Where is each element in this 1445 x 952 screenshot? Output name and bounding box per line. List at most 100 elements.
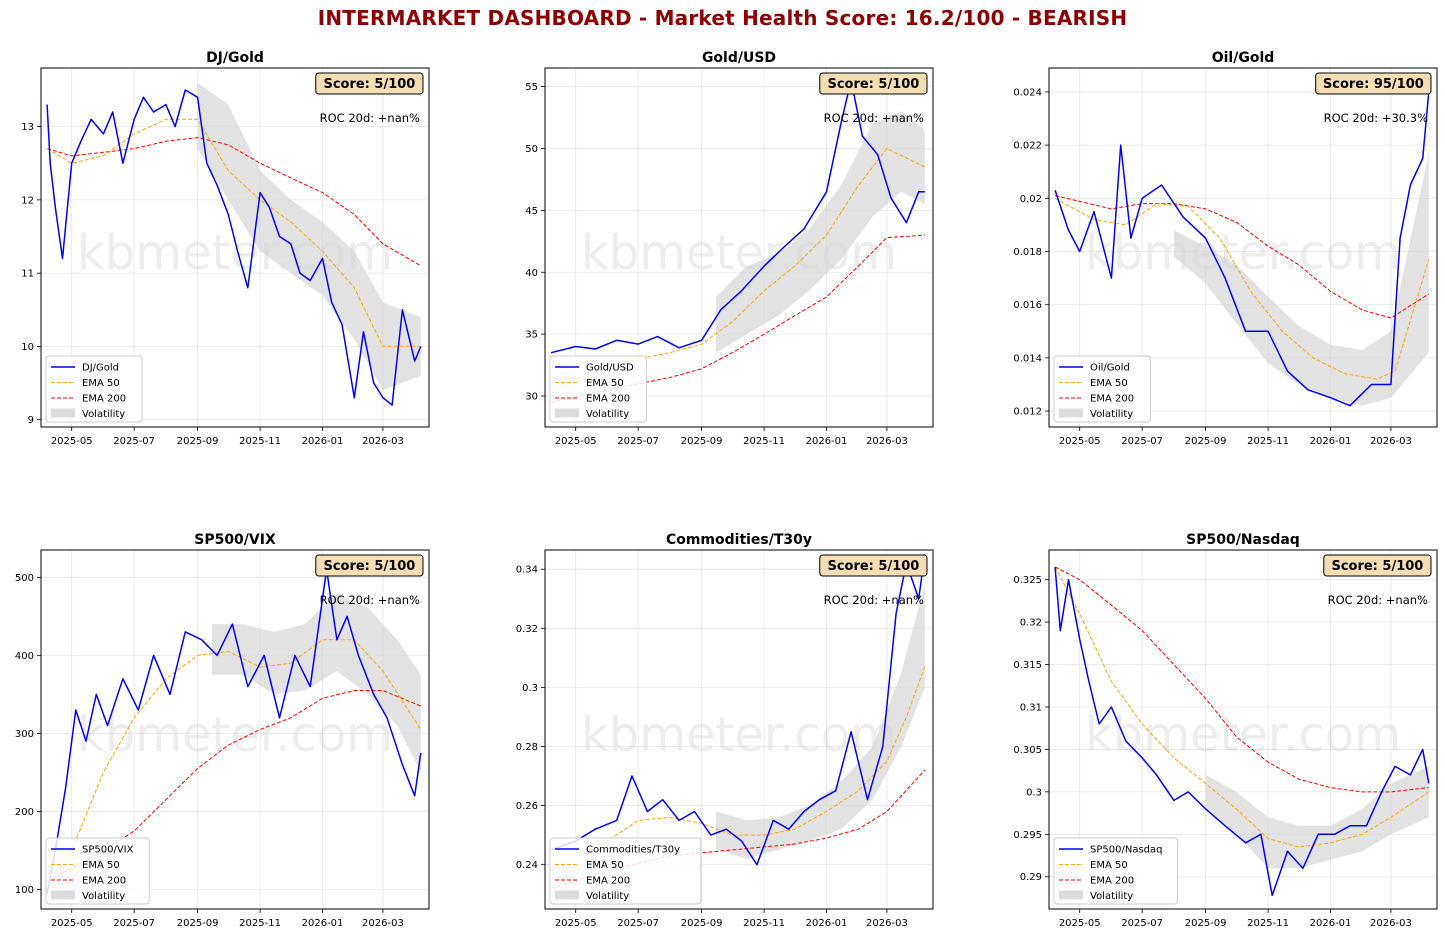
legend-label: EMA 50 bbox=[82, 860, 120, 871]
score-text: Score: 5/100 bbox=[1331, 559, 1423, 574]
legend-label: EMA 50 bbox=[586, 378, 624, 389]
legend-box bbox=[1053, 837, 1179, 905]
plot-area bbox=[550, 79, 926, 403]
x-tick-label: 2025-11 bbox=[1247, 436, 1289, 447]
legend: Commodities/T30y EMA 50 EMA 200 Volatility bbox=[549, 837, 702, 905]
y-tick-label: 9 bbox=[28, 415, 34, 426]
chart-title: SP500/Nasdaq bbox=[1186, 532, 1300, 548]
ema200-line bbox=[550, 234, 925, 403]
y-tick-label: 30 bbox=[525, 392, 538, 403]
score-badge: Score: 5/100 bbox=[315, 554, 424, 577]
volatility-band bbox=[716, 111, 925, 353]
y-tick-label: 12 bbox=[21, 195, 34, 206]
x-tick-label: 2026-03 bbox=[362, 436, 404, 447]
score-badge: Score: 5/100 bbox=[819, 72, 928, 95]
x-tick-label: 2025-07 bbox=[1121, 918, 1163, 929]
y-tick-label: 55 bbox=[525, 82, 538, 93]
y-tick-label: 0.24 bbox=[516, 860, 538, 871]
y-tick-label: 10 bbox=[21, 342, 34, 353]
legend-label: EMA 50 bbox=[586, 860, 624, 871]
score-text: Score: 5/100 bbox=[323, 559, 415, 574]
score-box bbox=[315, 72, 424, 95]
x-tick-label: 2025-09 bbox=[177, 918, 219, 929]
x-tick-label: 2025-07 bbox=[113, 436, 155, 447]
x-tick-label: 2026-03 bbox=[1370, 918, 1412, 929]
x-tick-label: 2025-09 bbox=[1185, 436, 1227, 447]
legend: SP500/Nasdaq EMA 50 EMA 200 Volatility bbox=[1053, 837, 1179, 905]
x-tick-label: 2026-03 bbox=[866, 918, 908, 929]
y-tick-label: 0.32 bbox=[1020, 618, 1042, 629]
plot-area bbox=[46, 82, 422, 406]
x-tick-label: 2025-11 bbox=[743, 918, 785, 929]
ema200-line bbox=[46, 690, 421, 883]
y-tick-label: 0.28 bbox=[516, 742, 538, 753]
price-line bbox=[550, 79, 925, 354]
roc-text: ROC 20d: +nan% bbox=[320, 593, 420, 607]
legend-label: Commodities/T30y bbox=[586, 845, 680, 856]
x-tick-label: 2025-09 bbox=[681, 918, 723, 929]
legend-label: EMA 50 bbox=[1090, 378, 1128, 389]
chart-title: Commodities/T30y bbox=[666, 532, 812, 548]
x-tick-label: 2026-01 bbox=[302, 918, 344, 929]
plot-area bbox=[1054, 566, 1430, 897]
legend-label: Volatility bbox=[586, 891, 629, 902]
x-tick-label: 2025-05 bbox=[555, 436, 597, 447]
x-tick-label: 2026-01 bbox=[1310, 918, 1352, 929]
x-tick-label: 2025-07 bbox=[1121, 436, 1163, 447]
score-badge: Score: 95/100 bbox=[1315, 72, 1432, 95]
legend-label: EMA 200 bbox=[82, 876, 126, 887]
y-tick-label: 0.3 bbox=[1026, 787, 1042, 798]
legend-label: Gold/USD bbox=[586, 363, 634, 374]
score-text: Score: 5/100 bbox=[827, 77, 919, 92]
y-tick-label: 300 bbox=[15, 729, 34, 740]
legend: Gold/USD EMA 50 EMA 200 Volatility bbox=[549, 355, 647, 423]
x-tick-label: 2026-01 bbox=[1310, 436, 1352, 447]
y-tick-label: 0.024 bbox=[1013, 87, 1042, 98]
x-tick-label: 2025-11 bbox=[239, 436, 281, 447]
ema200-line bbox=[46, 137, 422, 267]
legend-label: EMA 200 bbox=[82, 394, 126, 405]
legend-box bbox=[1053, 355, 1151, 423]
ema50-line bbox=[550, 148, 926, 391]
ema200-line bbox=[1054, 195, 1430, 319]
legend-label: EMA 200 bbox=[1090, 876, 1134, 887]
legend: SP500/VIX EMA 50 EMA 200 Volatility bbox=[45, 837, 150, 905]
volatility-band bbox=[716, 584, 925, 859]
x-tick-label: 2026-03 bbox=[362, 918, 404, 929]
chart-title: Oil/Gold bbox=[1212, 50, 1275, 66]
legend: DJ/Gold EMA 50 EMA 200 Volatility bbox=[45, 355, 143, 423]
legend-label: Oil/Gold bbox=[1090, 363, 1130, 374]
legend-swatch bbox=[51, 890, 75, 900]
legend-label: EMA 200 bbox=[1090, 394, 1134, 405]
chart-title: DJ/Gold bbox=[206, 50, 264, 66]
price-line bbox=[46, 568, 422, 894]
axes-frame bbox=[1048, 67, 1438, 428]
chart-svg: Oil/Goldkbmeter.com0.0120.0140.0160.0180… bbox=[1013, 50, 1438, 447]
legend-label: Volatility bbox=[1090, 409, 1133, 420]
x-tick-label: 2026-01 bbox=[806, 436, 848, 447]
y-tick-label: 0.018 bbox=[1013, 247, 1042, 258]
y-tick-label: 0.3 bbox=[522, 683, 538, 694]
y-tick-label: 0.31 bbox=[1020, 703, 1042, 714]
chart-svg: Commodities/T30y kbmeter.com 0.24 0.26 0.28 0… bbox=[516, 532, 934, 929]
plot-area bbox=[1054, 91, 1430, 407]
x-tick-label: 2026-01 bbox=[806, 918, 848, 929]
legend-label: EMA 200 bbox=[586, 394, 630, 405]
x-tick-label: 2026-03 bbox=[1370, 436, 1412, 447]
roc-text: ROC 20d: +nan% bbox=[1328, 593, 1428, 607]
legend-label: SP500/VIX bbox=[82, 845, 134, 856]
volatility-band bbox=[212, 592, 421, 773]
y-tick-label: 100 bbox=[15, 885, 34, 896]
chart-panel: Commodities/T30y kbmeter.com 0.24 0.26 0.28 0… bbox=[504, 522, 974, 952]
legend-box bbox=[45, 355, 143, 423]
roc-text: ROC 20d: +nan% bbox=[320, 111, 420, 125]
chart-title: SP500/VIX bbox=[194, 532, 276, 548]
score-text: Score: 5/100 bbox=[827, 559, 919, 574]
watermark: kbmeter.com bbox=[1085, 707, 1401, 763]
axes-frame bbox=[544, 549, 934, 910]
legend-box bbox=[549, 355, 647, 423]
ema200-line bbox=[1054, 566, 1429, 793]
axes-frame bbox=[40, 549, 430, 910]
